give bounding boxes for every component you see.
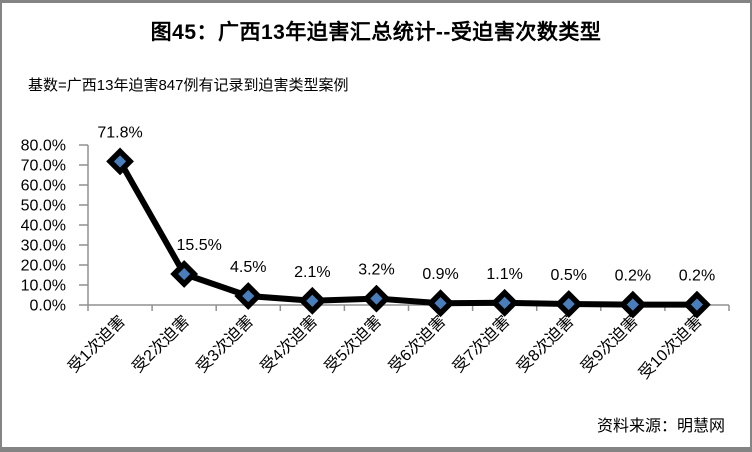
y-tick-label: 60.0% [21, 178, 66, 195]
data-point [106, 147, 134, 176]
base-note: 基数=广西13年迫害847例有记录到迫害类型案例 [28, 77, 349, 94]
y-tick-label: 80.0% [21, 138, 66, 155]
x-category-label: 受5次迫害 [321, 312, 385, 376]
data-label: 71.8% [97, 124, 142, 141]
source-note: 资料来源：明慧网 [596, 418, 725, 435]
x-category-label: 受2次迫害 [129, 312, 193, 376]
x-category-label: 受4次迫害 [257, 312, 321, 376]
data-point [683, 290, 711, 319]
data-label: 2.1% [294, 264, 330, 281]
data-point [426, 289, 455, 318]
data-point [362, 284, 391, 313]
data-label: 15.5% [176, 237, 221, 254]
chart-title: 图45：广西13年迫害汇总统计--受迫害次数类型 [150, 21, 602, 44]
y-tick-label: 10.0% [21, 278, 66, 295]
y-tick-label: 50.0% [21, 198, 66, 215]
y-tick-label: 0.0% [30, 298, 66, 315]
data-point [170, 260, 199, 288]
x-category-label: 受6次迫害 [385, 312, 449, 376]
data-label: 3.2% [358, 262, 394, 279]
data-label: 0.5% [551, 267, 587, 284]
data-point [234, 282, 263, 310]
data-label: 0.9% [422, 266, 458, 283]
data-label: 0.2% [679, 268, 715, 285]
data-point [554, 290, 583, 318]
data-label: 1.1% [486, 266, 522, 283]
x-category-label: 受10次迫害 [635, 312, 706, 383]
series-line [117, 159, 697, 308]
y-tick-label: 40.0% [21, 218, 66, 235]
x-category-label: 受7次迫害 [449, 312, 513, 376]
x-category-label: 受8次迫害 [513, 312, 577, 376]
data-point [618, 290, 647, 319]
x-category-label: 受3次迫害 [193, 312, 257, 376]
data-label: 4.5% [230, 259, 266, 276]
y-tick-label: 30.0% [21, 238, 66, 255]
data-label: 0.2% [615, 268, 651, 285]
data-point [490, 288, 519, 317]
data-point [298, 286, 327, 315]
x-category-label: 受9次迫害 [577, 312, 641, 376]
y-tick-label: 70.0% [21, 158, 66, 175]
x-category-label: 受1次迫害 [65, 312, 129, 376]
y-tick-label: 20.0% [21, 258, 66, 275]
